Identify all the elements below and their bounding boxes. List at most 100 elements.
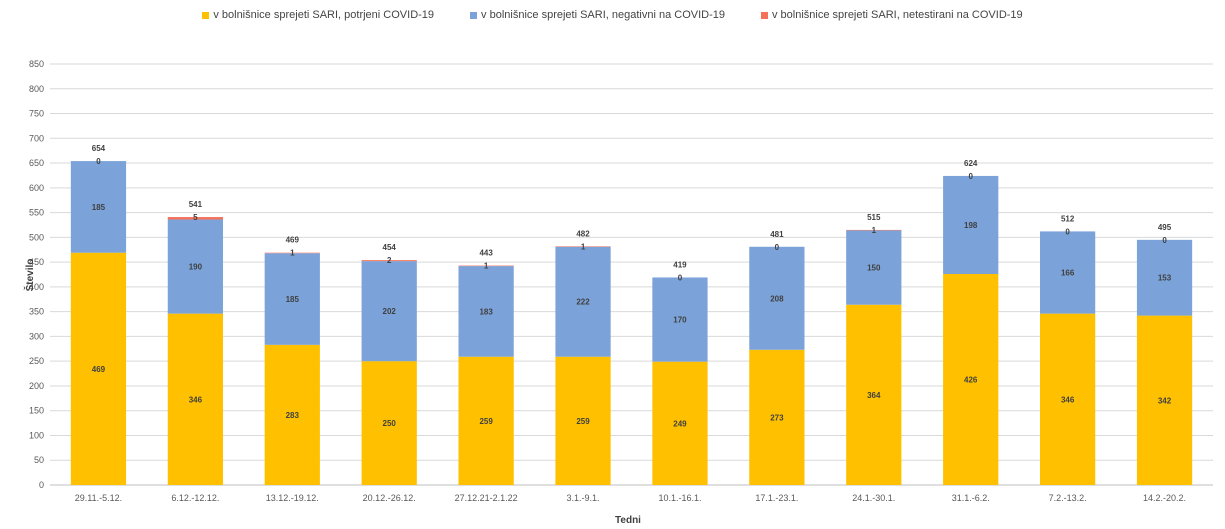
data-label-total: 515 xyxy=(867,213,881,222)
bar-segment-confirmed xyxy=(458,356,514,485)
bar-segment-confirmed xyxy=(1040,313,1096,485)
bar-segment-negative xyxy=(264,253,320,345)
bar-stack: 273 208 0 481 xyxy=(749,230,805,485)
y-tick-label: 350 xyxy=(29,307,44,317)
x-tick-label: 3.1.-9.1. xyxy=(567,493,600,503)
legend-label-negative: v bolnišnice sprejeti SARI, negativni na… xyxy=(481,9,725,21)
data-label-negative: 166 xyxy=(1061,269,1075,278)
legend: v bolnišnice sprejeti SARI, potrjeni COV… xyxy=(0,9,1225,21)
legend-swatch-negative xyxy=(470,11,478,19)
data-label-negative: 202 xyxy=(383,307,397,316)
y-axis-ticks: 0 50 100 150 200 250 300 350 400 450 500 550 600 650 7… xyxy=(29,59,44,490)
data-label-total: 512 xyxy=(1061,214,1075,223)
y-tick-label: 700 xyxy=(29,133,44,143)
data-label-untested: 1 xyxy=(872,226,877,235)
legend-item-untested: v bolnišnice sprejeti SARI, netestirani … xyxy=(761,9,1023,21)
bar-segment-negative xyxy=(846,230,902,305)
data-label-negative: 198 xyxy=(964,221,978,230)
x-tick-label: 7.2.-13.2. xyxy=(1049,493,1087,503)
x-tick-label: 31.1.-6.2. xyxy=(952,493,990,503)
data-label-untested: 0 xyxy=(968,172,973,181)
bar-segment-confirmed xyxy=(555,356,611,485)
x-tick-label: 14.2.-20.2. xyxy=(1143,493,1186,503)
x-tick-label: 20.12.-26.12. xyxy=(363,493,416,503)
y-tick-label: 450 xyxy=(29,257,44,267)
x-tick-label: 24.1.-30.1. xyxy=(852,493,895,503)
data-label-negative: 170 xyxy=(673,316,687,325)
bar-segment-untested xyxy=(361,260,417,262)
data-label-negative: 185 xyxy=(92,203,106,212)
x-axis-ticks: 29.11.-5.12. 6.12.-12.12. 13.12.-19.12. 20.… xyxy=(75,493,1186,503)
legend-item-confirmed: v bolnišnice sprejeti SARI, potrjeni COV… xyxy=(202,9,434,21)
data-label-untested: 1 xyxy=(290,249,295,258)
data-label-total: 443 xyxy=(479,249,493,258)
legend-item-negative: v bolnišnice sprejeti SARI, negativni na… xyxy=(470,9,725,21)
data-label-untested: 2 xyxy=(387,256,392,265)
bar-segment-untested xyxy=(167,217,223,220)
data-label-total: 454 xyxy=(383,243,397,252)
bar-segment-confirmed xyxy=(943,274,999,485)
bar-stack: 346 190 5 541 xyxy=(167,200,223,485)
y-tick-label: 800 xyxy=(29,84,44,94)
data-label-negative: 185 xyxy=(286,295,300,304)
y-tick-label: 850 xyxy=(29,59,44,69)
data-label-confirmed: 250 xyxy=(383,419,397,428)
y-axis-label: Število xyxy=(23,259,36,292)
bar-segment-confirmed xyxy=(652,361,708,485)
data-label-total: 482 xyxy=(576,229,590,238)
legend-swatch-untested xyxy=(761,11,768,19)
data-label-confirmed: 259 xyxy=(479,417,493,426)
data-label-confirmed: 346 xyxy=(1061,395,1075,404)
bar-stack: 346 166 0 512 xyxy=(1040,214,1096,485)
data-label-untested: 0 xyxy=(1162,236,1167,245)
data-label-confirmed: 249 xyxy=(673,419,687,428)
bars: 469 185 0 654 346 190 5 541 283 185 1 469 250 202 2 454… xyxy=(70,144,1193,485)
y-tick-label: 500 xyxy=(29,232,44,242)
bar-segment-confirmed xyxy=(1136,315,1193,485)
data-label-total: 419 xyxy=(673,260,687,269)
bar-segment-negative xyxy=(555,246,611,357)
bar-stack: 364 150 1 515 xyxy=(846,213,902,485)
bar-segment-negative xyxy=(749,246,805,350)
bar-segment-confirmed xyxy=(70,252,127,485)
bar-segment-negative xyxy=(1136,239,1193,316)
data-label-confirmed: 259 xyxy=(576,417,590,426)
data-label-untested: 0 xyxy=(96,157,101,166)
bar-segment-confirmed xyxy=(361,361,417,485)
y-tick-label: 0 xyxy=(39,480,44,490)
bar-stack: 342 153 0 495 xyxy=(1136,223,1193,485)
legend-swatch-confirmed xyxy=(202,11,210,19)
data-label-total: 495 xyxy=(1158,223,1172,232)
data-label-negative: 208 xyxy=(770,294,784,303)
y-tick-label: 150 xyxy=(29,406,44,416)
data-label-confirmed: 469 xyxy=(92,365,106,374)
y-tick-label: 550 xyxy=(29,208,44,218)
data-label-total: 469 xyxy=(286,236,300,245)
data-label-untested: 0 xyxy=(775,243,780,252)
y-tick-label: 600 xyxy=(29,183,44,193)
bar-segment-negative xyxy=(1040,231,1096,314)
bar-segment-confirmed xyxy=(264,344,320,485)
y-tick-label: 200 xyxy=(29,381,44,391)
data-label-total: 654 xyxy=(92,144,106,153)
data-label-confirmed: 426 xyxy=(964,376,978,385)
bar-stack: 259 183 1 443 xyxy=(458,249,514,485)
y-tick-label: 300 xyxy=(29,331,44,341)
x-tick-label: 10.1.-16.1. xyxy=(658,493,701,503)
data-label-negative: 183 xyxy=(479,307,493,316)
bar-segment-confirmed xyxy=(749,349,805,485)
x-tick-label: 13.12.-19.12. xyxy=(266,493,319,503)
data-label-negative: 222 xyxy=(576,298,590,307)
bar-segment-negative xyxy=(167,219,223,314)
x-tick-label: 6.12.-12.12. xyxy=(171,493,219,503)
data-label-untested: 0 xyxy=(678,273,683,282)
bar-stack: 249 170 0 419 xyxy=(652,260,708,485)
x-tick-label: 29.11.-5.12. xyxy=(75,493,122,503)
y-tick-label: 250 xyxy=(29,356,44,366)
data-label-confirmed: 346 xyxy=(189,395,203,404)
bar-segment-negative xyxy=(943,175,999,275)
bar-segment-negative xyxy=(361,261,417,362)
bar-segment-negative xyxy=(70,161,127,253)
data-label-confirmed: 273 xyxy=(770,413,784,422)
